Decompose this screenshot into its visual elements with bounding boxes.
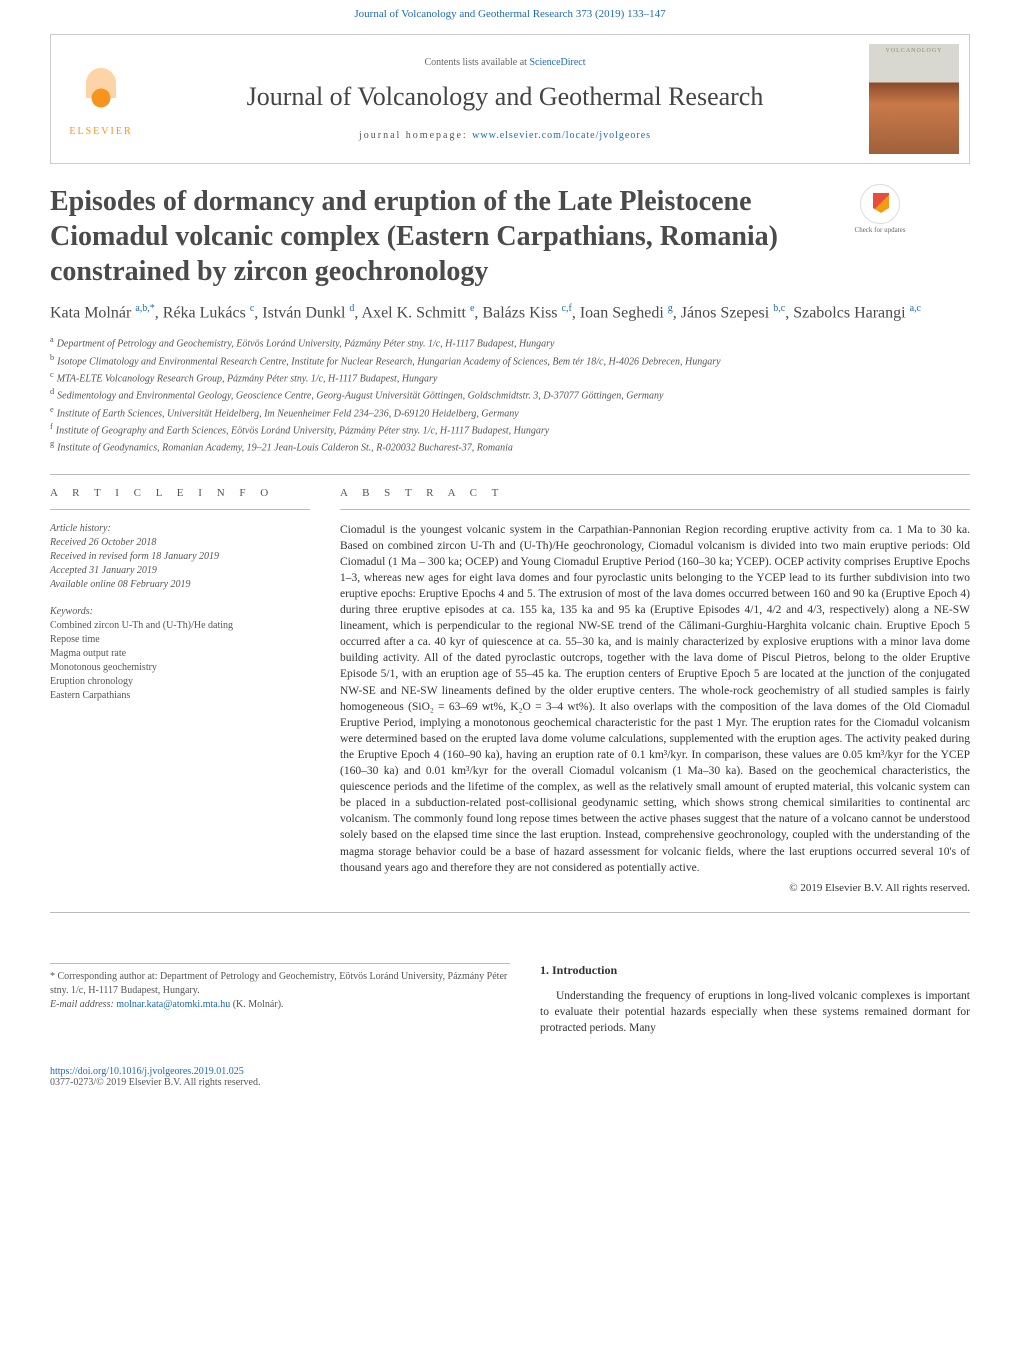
publisher-name: ELSEVIER xyxy=(69,126,132,137)
affiliation-line: dSedimentology and Environmental Geology… xyxy=(50,386,970,403)
keyword: Monotonous geochemistry xyxy=(50,661,310,675)
abstract-copyright: © 2019 Elsevier B.V. All rights reserved… xyxy=(340,882,970,894)
keyword: Combined zircon U-Th and (U-Th)/He datin… xyxy=(50,619,310,633)
page-footer: https://doi.org/10.1016/j.jvolgeores.201… xyxy=(50,1066,970,1088)
homepage-link[interactable]: www.elsevier.com/locate/jvolgeores xyxy=(472,130,651,141)
author-list: Kata Molnár a,b,*, Réka Lukács c, István… xyxy=(50,303,970,322)
publisher-logo: ELSEVIER xyxy=(51,52,151,147)
elsevier-tree-icon xyxy=(71,62,131,122)
email-label: E-mail address: xyxy=(50,999,116,1010)
citation-header: Journal of Volcanology and Geothermal Re… xyxy=(0,0,1020,24)
history-line: Received 26 October 2018 xyxy=(50,536,310,550)
affiliation-line: eInstitute of Earth Sciences, Universitä… xyxy=(50,404,970,421)
abstract-text: Ciomadul is the youngest volcanic system… xyxy=(340,522,970,876)
homepage-line: journal homepage: www.elsevier.com/locat… xyxy=(151,130,859,141)
article-info-head: A R T I C L E I N F O xyxy=(50,487,310,499)
keywords-list: Combined zircon U-Th and (U-Th)/He datin… xyxy=(50,619,310,703)
affiliation-line: aDepartment of Petrology and Geochemistr… xyxy=(50,334,970,351)
history-line: Received in revised form 18 January 2019 xyxy=(50,550,310,564)
doi-link[interactable]: https://doi.org/10.1016/j.jvolgeores.201… xyxy=(50,1066,244,1077)
email-link[interactable]: molnar.kata@atomki.mta.hu xyxy=(116,999,230,1010)
journal-cover-thumbnail: VOLCANOLOGY xyxy=(869,44,959,154)
crossmark-icon xyxy=(860,184,900,224)
corresp-star: * xyxy=(50,971,55,982)
affiliation-line: cMTA-ELTE Volcanology Research Group, Pá… xyxy=(50,369,970,386)
article-history: Article history: Received 26 October 201… xyxy=(50,522,310,592)
email-suffix: (K. Molnár). xyxy=(230,999,283,1010)
journal-masthead: ELSEVIER Contents lists available at Sci… xyxy=(50,34,970,164)
check-updates-label: Check for updates xyxy=(855,226,906,234)
homepage-prefix: journal homepage: xyxy=(359,130,472,141)
keyword: Magma output rate xyxy=(50,647,310,661)
history-line: Accepted 31 January 2019 xyxy=(50,564,310,578)
article-title: Episodes of dormancy and eruption of the… xyxy=(50,184,970,289)
divider xyxy=(50,509,310,510)
corresp-text: Corresponding author at: Department of P… xyxy=(50,971,507,996)
sciencedirect-link[interactable]: ScienceDirect xyxy=(529,57,585,68)
history-label: Article history: xyxy=(50,522,310,536)
cover-title: VOLCANOLOGY xyxy=(873,48,955,54)
keyword: Eastern Carpathians xyxy=(50,689,310,703)
issn-copyright: 0377-0273/© 2019 Elsevier B.V. All right… xyxy=(50,1077,260,1088)
affiliation-line: bIsotope Climatology and Environmental R… xyxy=(50,352,970,369)
corresponding-author: * Corresponding author at: Department of… xyxy=(50,963,510,1012)
divider xyxy=(50,474,970,475)
journal-name: Journal of Volcanology and Geothermal Re… xyxy=(151,82,859,112)
keywords-label: Keywords: xyxy=(50,606,310,617)
intro-paragraph: Understanding the frequency of eruptions… xyxy=(540,988,970,1036)
divider xyxy=(50,912,970,913)
keyword: Repose time xyxy=(50,633,310,647)
check-updates-badge[interactable]: Check for updates xyxy=(850,184,910,234)
keyword: Eruption chronology xyxy=(50,675,310,689)
section-heading: 1. Introduction xyxy=(540,963,970,978)
contents-line: Contents lists available at ScienceDirec… xyxy=(151,57,859,68)
abstract-head: A B S T R A C T xyxy=(340,487,970,499)
contents-prefix: Contents lists available at xyxy=(424,57,529,68)
history-line: Available online 08 February 2019 xyxy=(50,578,310,592)
affiliation-line: gInstitute of Geodynamics, Romanian Acad… xyxy=(50,438,970,455)
divider xyxy=(340,509,970,510)
affiliation-line: fInstitute of Geography and Earth Scienc… xyxy=(50,421,970,438)
affiliations-list: aDepartment of Petrology and Geochemistr… xyxy=(50,334,970,455)
